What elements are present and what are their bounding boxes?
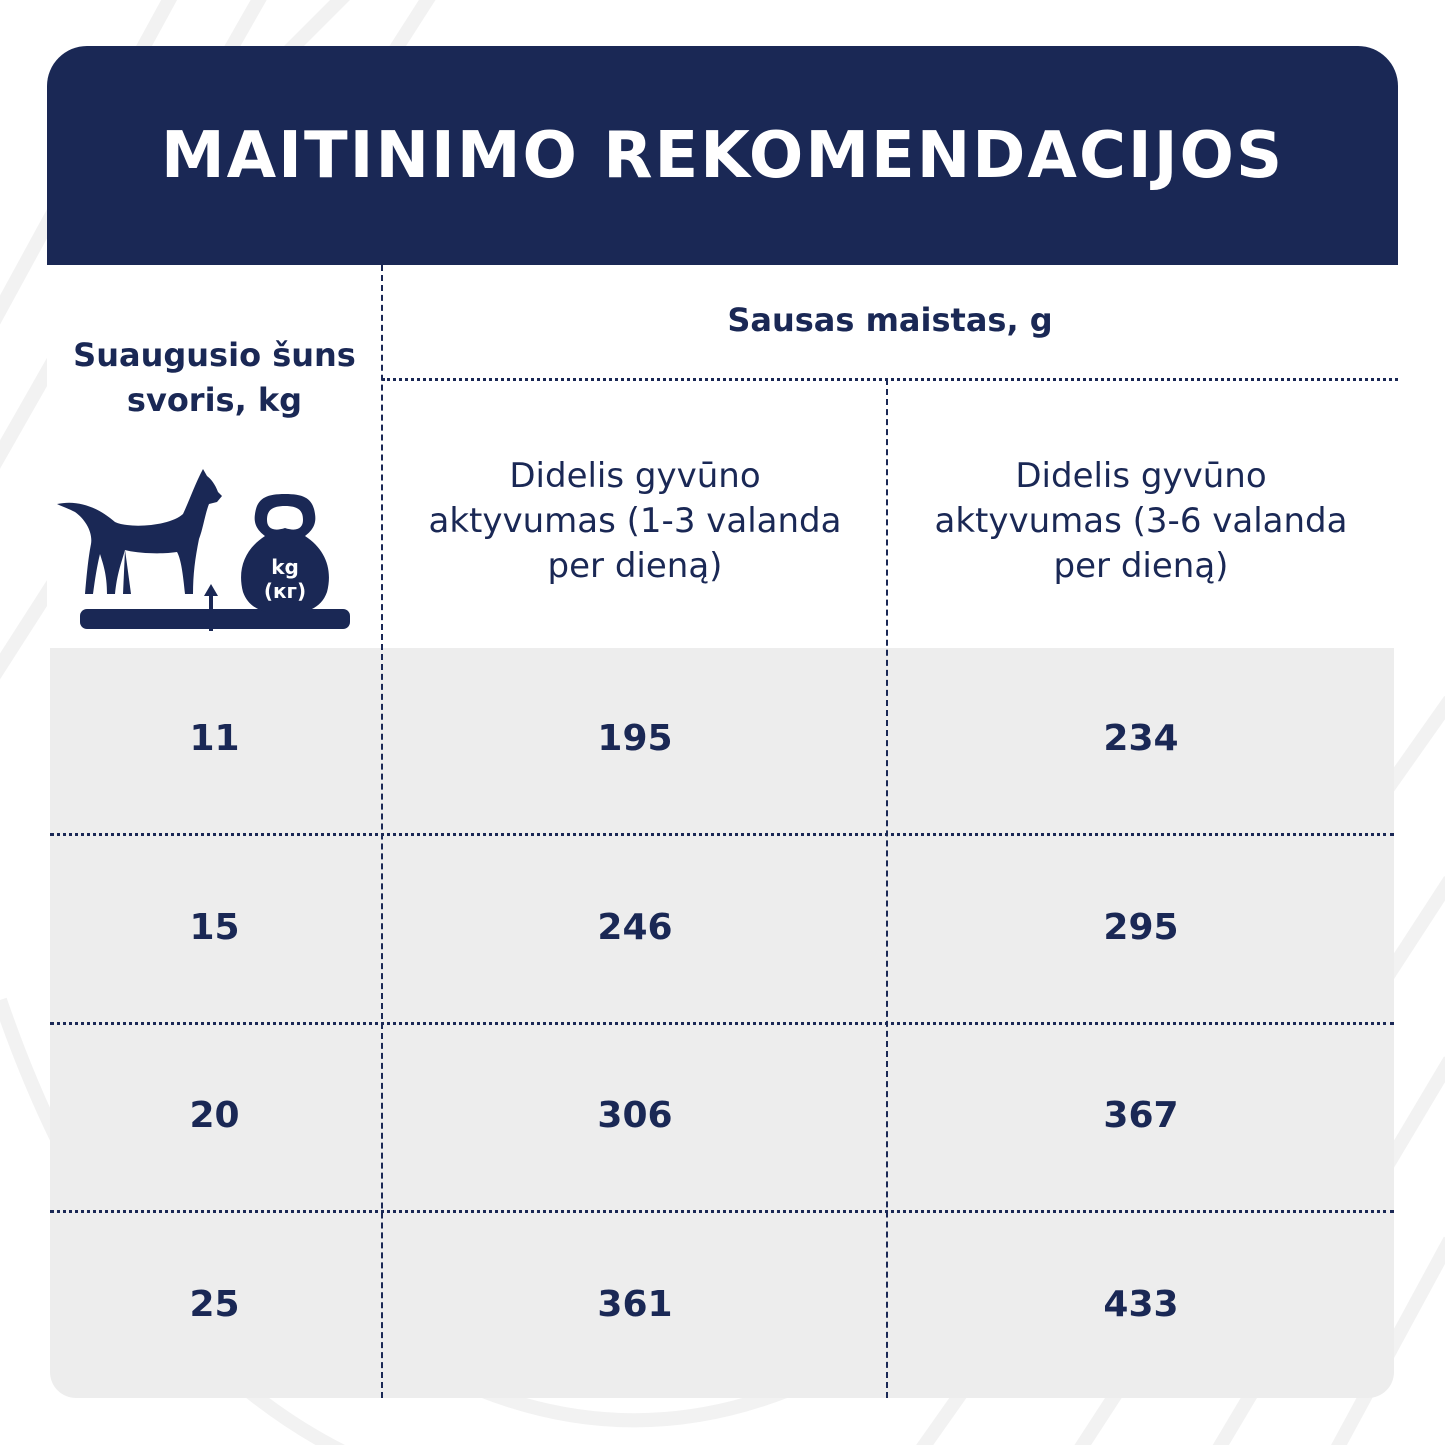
column-header-line: aktyvumas (3-6 valanda [934,501,1348,541]
table-row: 15 [47,907,382,948]
column-header-line: Didelis gyvūno [1015,456,1267,496]
column-header-line: aktyvumas (1-3 valanda [428,501,842,541]
activity-1-3-cell: 246 [597,907,673,948]
activity-3-6-cell: 234 [1103,718,1179,759]
activity-1-3-cell: 361 [597,1284,673,1325]
weight-column-header: Suaugusio šuns svoris, kg [47,333,382,423]
weight-header-line: svoris, kg [126,381,303,419]
column-header-line: Didelis gyvūno [509,456,761,496]
table-row: 361 [382,1284,888,1325]
row-divider [50,833,1394,836]
table-row: 195 [382,718,888,759]
table-row: 433 [888,1284,1394,1325]
column-divider [886,379,888,1398]
page-title: MAITINIMO REKOMENDACIJOS [160,118,1285,193]
weight-cell: 11 [189,718,240,759]
activity-1-3-cell: 195 [597,718,673,759]
weight-cell: 25 [189,1284,240,1325]
table-row: 11 [47,718,382,759]
svg-text:kg: kg [271,555,299,579]
svg-text:(кг): (кг) [264,579,306,603]
dog-on-scale-with-kettlebell-icon: kg (кг) [57,469,350,631]
feeding-table-card: MAITINIMO REKOMENDACIJOS Suaugusio šuns … [47,46,1398,1398]
table-row: 306 [382,1095,888,1136]
table-row: 246 [382,907,888,948]
activity-3-6-cell: 433 [1103,1284,1179,1325]
weight-header-line: Suaugusio šuns [73,336,356,374]
column-header-line: per dieną) [547,546,723,586]
column-header-activity-1-3: Didelis gyvūno aktyvumas (1-3 valanda pe… [382,454,888,589]
activity-3-6-cell: 295 [1103,907,1179,948]
table-row: 234 [888,718,1394,759]
weight-cell: 20 [189,1095,240,1136]
column-header-activity-3-6: Didelis gyvūno aktyvumas (3-6 valanda pe… [888,454,1394,589]
title-banner: MAITINIMO REKOMENDACIJOS [47,46,1398,265]
activity-3-6-cell: 367 [1103,1095,1179,1136]
row-divider [50,1210,1394,1213]
header-divider [382,378,1398,381]
table-row: 25 [47,1284,382,1325]
dry-food-group-header: Sausas maistas, g [727,301,1053,339]
table-row: 295 [888,907,1394,948]
column-divider [381,265,383,1398]
column-header-line: per dieną) [1053,546,1229,586]
row-divider [50,1022,1394,1025]
weight-cell: 15 [189,907,240,948]
table-row: 20 [47,1095,382,1136]
table-row: 367 [888,1095,1394,1136]
activity-1-3-cell: 306 [597,1095,673,1136]
